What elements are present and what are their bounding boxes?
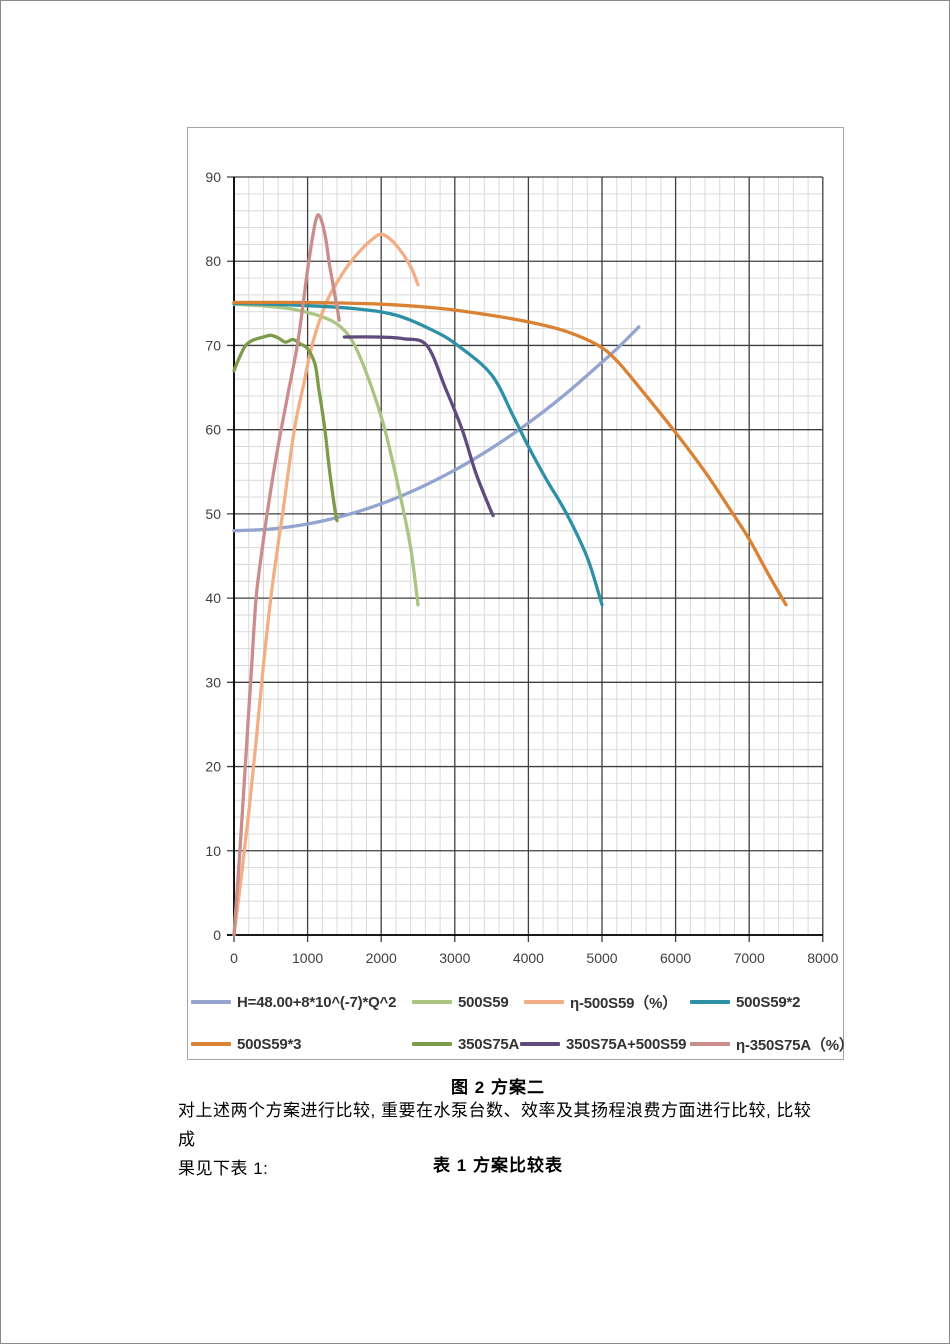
body-paragraph-line2: 果见下表 1:	[178, 1159, 269, 1178]
y-axis-tick-label: 20	[205, 759, 221, 775]
y-axis-tick-label: 60	[205, 422, 221, 438]
legend-item-6: 350S75A+500S59	[520, 1034, 686, 1054]
axis-tick-labels: 0 10 20 30 40 50 60 70 80 90 0 1000 2000 3000 4000 5000…	[205, 169, 838, 966]
x-axis-tick-label: 3000	[439, 950, 470, 966]
series-curve-3	[232, 301, 604, 607]
x-axis-tick-label: 8000	[807, 950, 838, 966]
legend-item-3: 500S59*2	[690, 992, 800, 1012]
legend-swatch-icon	[191, 1042, 231, 1046]
y-axis-tick-label: 0	[213, 927, 221, 943]
legend-swatch-icon	[690, 1042, 730, 1046]
legend-swatch-icon	[412, 1042, 452, 1046]
legend-label: 500S59	[458, 993, 509, 1011]
series-curve-1	[232, 302, 420, 607]
series-curve-5	[232, 333, 339, 523]
chart-curves	[232, 213, 788, 937]
x-axis-tick-label: 5000	[586, 950, 617, 966]
x-axis-tick-label: 7000	[734, 950, 765, 966]
legend-item-7: η-350S75A（%）	[690, 1034, 854, 1054]
legend-item-4: 500S59*3	[191, 1034, 301, 1054]
chart-plot-area: 0 10 20 30 40 50 60 70 80 90 0 1000 2000 3000 4000 5000…	[205, 169, 838, 966]
x-axis-tick-label: 2000	[366, 950, 397, 966]
legend-swatch-icon	[524, 1000, 564, 1004]
legend-item-2: η-500S59（%）	[524, 992, 677, 1012]
figure-caption: 图 2 方案二	[451, 1078, 545, 1097]
series-curve-7	[232, 213, 341, 937]
y-axis-tick-label: 70	[205, 337, 221, 353]
grid-major	[227, 176, 824, 942]
legend-label: 350S75A+500S59	[566, 1035, 687, 1053]
series-curve-0	[232, 325, 641, 533]
legend-item-0: H=48.00+8*10^(-7)*Q^2	[191, 992, 396, 1012]
legend-swatch-icon	[412, 1000, 452, 1004]
legend-swatch-icon	[690, 1000, 730, 1004]
series-curve-6	[342, 335, 495, 518]
x-axis-tick-label: 0	[230, 950, 238, 966]
y-axis-tick-label: 10	[205, 843, 221, 859]
legend-item-5: 350S75A	[412, 1034, 519, 1054]
pump-curves-chart: 0 10 20 30 40 50 60 70 80 90 0 1000 2000 3000 4000 5000…	[187, 127, 854, 1060]
body-paragraph-line1: 对上述两个方案进行比较, 重要在水泵台数、效率及其扬程浪费方面进行比较, 比较成	[178, 1101, 812, 1149]
y-axis-tick-label: 50	[205, 506, 221, 522]
series-curve-4	[232, 300, 788, 607]
legend-label: 500S59*3	[237, 1035, 302, 1053]
legend-swatch-icon	[520, 1042, 560, 1046]
legend-label: 500S59*2	[736, 993, 801, 1011]
legend-label: H=48.00+8*10^(-7)*Q^2	[237, 993, 397, 1011]
legend-label: η-500S59（%）	[570, 994, 678, 1012]
legend-label: 350S75A	[458, 1035, 520, 1053]
x-axis-tick-label: 6000	[660, 950, 691, 966]
x-axis-tick-label: 4000	[513, 950, 544, 966]
legend-swatch-icon	[191, 1000, 231, 1004]
series-curve-2	[232, 232, 420, 937]
legend-label: η-350S75A（%）	[736, 1036, 854, 1054]
body-paragraph: 对上述两个方案进行比较, 重要在水泵台数、效率及其扬程浪费方面进行比较, 比较成…	[178, 1096, 826, 1183]
x-axis-tick-label: 1000	[292, 950, 323, 966]
table-caption: 表 1 方案比较表	[433, 1156, 563, 1175]
legend-item-1: 500S59	[412, 992, 509, 1012]
y-axis-tick-label: 30	[205, 674, 221, 690]
y-axis-tick-label: 40	[205, 590, 221, 606]
y-axis-tick-label: 90	[205, 169, 221, 185]
y-axis-tick-label: 80	[205, 253, 221, 269]
